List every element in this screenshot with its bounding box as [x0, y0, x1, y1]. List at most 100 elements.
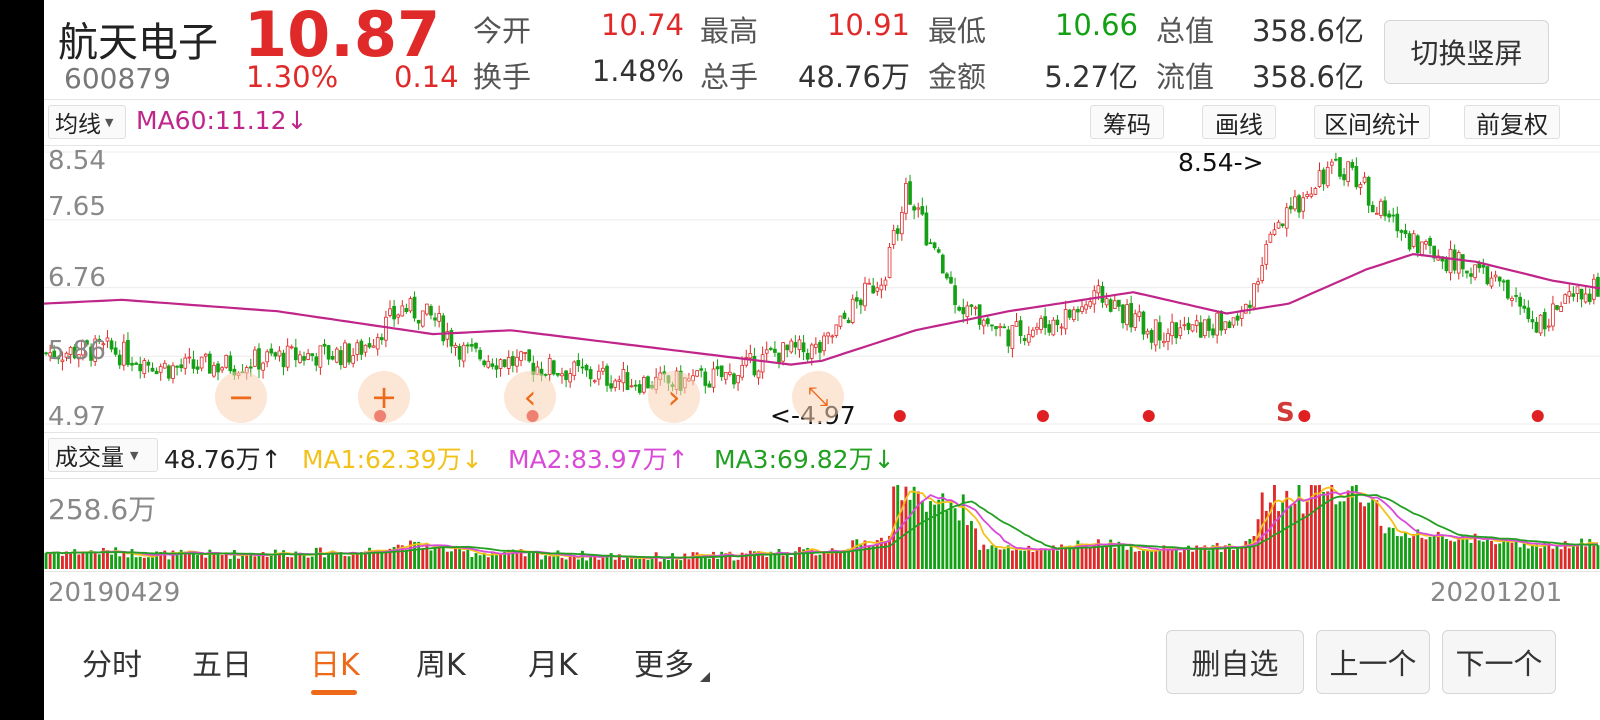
zoom-in-icon[interactable]: +	[358, 371, 410, 423]
zoom-out-icon[interactable]: −	[215, 371, 267, 423]
candle-body	[1284, 207, 1289, 229]
candle-body	[85, 340, 89, 345]
volume-bar	[1219, 552, 1223, 569]
draw-line-button[interactable]: 画线	[1202, 105, 1276, 139]
scroll-right-icon[interactable]: ›	[648, 371, 700, 423]
volume-max-label: 258.6万	[48, 493, 157, 526]
candle-body	[613, 380, 618, 388]
volume-bar	[449, 551, 453, 569]
volume-bar	[609, 553, 613, 569]
tab-minute[interactable]: 分时	[82, 648, 142, 683]
candle-body	[846, 319, 851, 324]
candle-body	[449, 330, 454, 347]
volume-bar	[249, 554, 253, 569]
candle-body	[1280, 223, 1285, 227]
volume-select[interactable]: 成交量 ▼	[48, 438, 158, 472]
candle-body	[220, 367, 224, 371]
reset-icon[interactable]: ⤡	[792, 371, 844, 423]
indicator-select[interactable]: 均线 ▼	[48, 105, 126, 139]
tab-more[interactable]: 更多	[634, 648, 694, 683]
candle-body	[945, 273, 949, 279]
candle-body	[1542, 311, 1547, 330]
next-button[interactable]: 下一个	[1442, 630, 1556, 694]
volume-chart[interactable]	[44, 479, 1600, 571]
volume-bar	[1060, 544, 1063, 569]
volume-bar	[237, 558, 240, 569]
candle-body	[940, 254, 945, 274]
volume-bar	[1432, 535, 1436, 569]
volume-bar	[1182, 548, 1186, 569]
volume-bar	[347, 556, 351, 569]
candle-body	[343, 342, 347, 368]
volume-bar	[1477, 540, 1481, 569]
candle-body	[1473, 264, 1477, 279]
volume-bar	[531, 551, 535, 569]
volume-bar	[1047, 548, 1051, 569]
adjust-button[interactable]: 前复权	[1464, 105, 1560, 139]
volume-bar	[802, 549, 806, 569]
candle-body	[289, 346, 294, 349]
volume-bar	[941, 493, 945, 569]
scroll-left-icon[interactable]: ‹	[504, 371, 556, 423]
candle-body	[1252, 283, 1256, 308]
candle-body	[1207, 318, 1211, 331]
switch-portrait-button[interactable]: 切换竖屏	[1384, 20, 1549, 84]
volume-bar	[196, 555, 199, 569]
volume-bar	[924, 511, 928, 569]
volume-bar	[175, 553, 179, 569]
candle-body	[122, 341, 126, 366]
tab-daily-k[interactable]: 日K	[310, 648, 360, 683]
candle-body	[1227, 321, 1232, 328]
chip-button[interactable]: 筹码	[1090, 105, 1164, 139]
volume-bar	[695, 552, 699, 569]
tab-five-day[interactable]: 五日	[192, 648, 252, 683]
volume-bar	[1309, 485, 1313, 569]
candle-body	[1018, 320, 1023, 337]
volume-bar	[1035, 550, 1039, 569]
volume-bar	[982, 544, 986, 569]
candle-body	[1051, 319, 1056, 336]
volume-bar	[1105, 546, 1109, 569]
volume-bar	[1015, 549, 1018, 569]
candle-body	[572, 361, 577, 377]
signal-dot-3	[1036, 410, 1049, 422]
tab-monthly-k[interactable]: 月K	[528, 648, 578, 683]
volume-bar	[1576, 544, 1579, 569]
candle-body	[72, 346, 77, 359]
candle-body	[363, 344, 368, 353]
previous-button[interactable]: 上一个	[1316, 630, 1430, 694]
candle-body	[1358, 184, 1363, 188]
volume-bar	[376, 550, 380, 569]
volume-bar	[187, 551, 191, 569]
volume-bar	[1580, 538, 1584, 569]
candle-body	[891, 229, 896, 245]
candle-body	[793, 342, 798, 348]
volume-bar	[1281, 501, 1285, 569]
candle-body	[1080, 306, 1084, 312]
volume-bar	[372, 550, 376, 569]
volume-bar	[1559, 549, 1563, 569]
candle-body	[142, 360, 147, 374]
volume-bar	[343, 555, 347, 569]
volume-bar	[986, 549, 990, 569]
stat-value-1: 10.91	[826, 8, 910, 42]
candle-body	[1055, 319, 1060, 326]
volume-bar	[261, 552, 265, 569]
volume-current: 48.76万↑	[164, 445, 282, 474]
tab-weekly-k[interactable]: 周K	[416, 648, 466, 683]
volume-bar	[470, 557, 474, 569]
volume-bar	[687, 559, 691, 569]
volume-bar	[581, 550, 584, 569]
volume-bar	[400, 545, 404, 569]
volume-bar	[466, 549, 470, 569]
volume-bar	[740, 552, 744, 569]
range-stats-button[interactable]: 区间统计	[1314, 105, 1430, 139]
candle-body	[1510, 297, 1514, 301]
volume-bar	[838, 551, 842, 569]
volume-bar	[949, 500, 953, 569]
candle-body	[998, 325, 1002, 328]
candle-body	[1313, 188, 1318, 195]
volume-bar	[957, 520, 961, 569]
volume-bar	[781, 555, 785, 569]
remove-watchlist-button[interactable]: 删自选	[1166, 630, 1304, 694]
